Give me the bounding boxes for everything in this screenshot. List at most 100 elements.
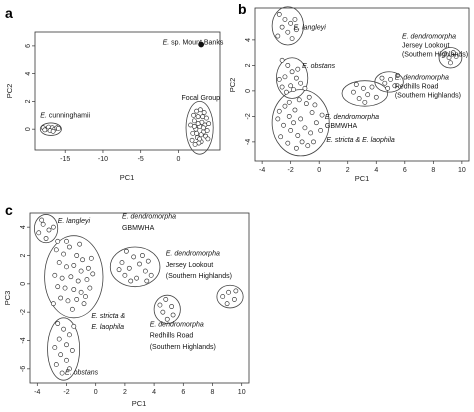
data-point-e-dendromorpha-gbmwha bbox=[126, 265, 132, 271]
data-point-e-obstans bbox=[64, 357, 69, 363]
data-point-focal-group bbox=[197, 107, 203, 113]
x-tick-label: -15 bbox=[60, 156, 70, 163]
group-label: (Southern Highlands) bbox=[166, 273, 232, 280]
data-point-e-langleyi bbox=[289, 36, 295, 41]
data-point-e-obstans bbox=[285, 62, 291, 68]
group-ellipse bbox=[39, 122, 62, 136]
data-point-e-stricta-e-laophila bbox=[84, 277, 90, 282]
data-point-e-dendromorpha-gbmwha bbox=[362, 99, 368, 105]
data-point-e-stricta-e-laophila bbox=[293, 145, 299, 151]
panel-c-y-axis-title: PC3 bbox=[3, 291, 12, 306]
y-tick-label: -4 bbox=[245, 139, 252, 145]
data-point-e-dendromorpha-gbmwha bbox=[116, 267, 122, 273]
data-point-e-dendromorpha-gbmwha bbox=[356, 96, 362, 101]
group-label: (Southern Highlands) bbox=[395, 92, 461, 99]
data-point-e-stricta-e-laophila bbox=[52, 272, 58, 278]
panel-a-points bbox=[40, 41, 212, 147]
y-tick-label: -4 bbox=[20, 337, 27, 343]
x-tick-label: 4 bbox=[374, 167, 378, 174]
data-point-e-obstans bbox=[59, 370, 65, 376]
x-tick-label: -2 bbox=[63, 389, 69, 396]
data-point-e-stricta-e-laophila bbox=[74, 253, 80, 258]
data-point-e-stricta-e-laophila bbox=[276, 108, 282, 114]
data-point-e-stricta-e-laophila bbox=[55, 238, 61, 244]
group-label: E. stricta & E. laophila bbox=[326, 137, 395, 144]
data-point-focal-group bbox=[191, 118, 197, 124]
group-label: E. dendromorpha bbox=[166, 251, 220, 258]
x-tick-label: -10 bbox=[98, 156, 108, 163]
data-point-e-stricta-e-laophila bbox=[282, 103, 288, 109]
y-tick-label: 0 bbox=[25, 127, 32, 131]
x-tick-label: -2 bbox=[288, 167, 294, 174]
data-point-e-stricta-e-laophila bbox=[69, 306, 75, 312]
y-tick-label: 2 bbox=[245, 63, 252, 67]
panel-c-y-ticks: -6 -4 -2 0 2 4 bbox=[20, 225, 30, 372]
group-label: GBMWHA bbox=[122, 225, 155, 232]
data-point-e-dendromorpha-gbmwha bbox=[123, 248, 129, 254]
x-tick-label: 6 bbox=[181, 389, 185, 396]
data-point-e-obstans bbox=[58, 352, 64, 358]
data-point-e-langleyi bbox=[275, 33, 281, 39]
x-tick-label: 4 bbox=[152, 389, 156, 396]
data-point-e-langleyi bbox=[40, 221, 46, 227]
data-point-e-dendromorpha-redhills-road bbox=[379, 75, 385, 81]
group-label: E. dendromorpha bbox=[122, 214, 176, 221]
data-point-e-obstans bbox=[67, 332, 72, 338]
data-point-e-langleyi bbox=[46, 227, 52, 233]
data-point-e-stricta-e-laophila bbox=[78, 289, 84, 295]
data-point-e-langleyi bbox=[282, 17, 288, 22]
data-point-e-stricta-e-laophila bbox=[312, 102, 318, 108]
data-point-e-obstans bbox=[71, 323, 77, 329]
data-point-e-obstans bbox=[291, 87, 296, 92]
data-point-e-obstans bbox=[64, 342, 69, 348]
data-point-e-stricta-e-laophila bbox=[74, 297, 80, 302]
data-point-focal-group bbox=[191, 112, 196, 118]
data-point-e-stricta-e-laophila bbox=[278, 134, 284, 140]
data-point-focal-group bbox=[200, 125, 206, 131]
data-point-e-stricta-e-laophila bbox=[302, 125, 308, 131]
data-point-focal-group bbox=[189, 137, 195, 143]
group-label: E. langleyi bbox=[58, 218, 91, 225]
data-point-e-langleyi bbox=[293, 27, 299, 33]
data-point-e-langleyi bbox=[50, 224, 56, 230]
data-point-e-dendromorpha-jersey-lookout bbox=[233, 288, 239, 294]
group-label: E. laophila bbox=[91, 324, 124, 331]
data-point-e-obstans bbox=[53, 362, 59, 367]
x-tick-label: -4 bbox=[34, 389, 40, 396]
data-point-e-langleyi bbox=[36, 230, 42, 236]
data-point-e-obstans bbox=[52, 345, 58, 350]
data-point-e-dendromorpha-redhills-road bbox=[164, 316, 170, 322]
panel-b: b -4 -2 0 2 4 6 8 10 -4 -2 0 2 4 E. langleyi E. obst… bbox=[228, 1, 470, 183]
data-point-e-obstans bbox=[302, 85, 308, 91]
data-point-e-obstans bbox=[279, 84, 285, 90]
data-point-e-dendromorpha-jersey-lookout bbox=[453, 54, 459, 59]
panel-a-y-ticks: 0 2 4 6 bbox=[25, 44, 35, 131]
data-point-e-stricta-e-laophila bbox=[306, 94, 312, 100]
panel-c-letter: c bbox=[5, 202, 13, 218]
data-point-e-cunninghamii bbox=[42, 127, 48, 133]
panel-a-ellipses bbox=[39, 101, 214, 155]
group-ellipse bbox=[341, 80, 389, 107]
data-point-focal-group bbox=[191, 124, 197, 129]
data-point-e-dendromorpha-jersey-lookout bbox=[226, 289, 231, 295]
data-point-e-dendromorpha-gbmwha bbox=[144, 278, 150, 284]
data-point-e-dendromorpha-gbmwha bbox=[119, 260, 125, 265]
data-point-e-dendromorpha-redhills-road bbox=[163, 297, 169, 302]
data-point-e-stricta-e-laophila bbox=[81, 301, 87, 307]
panel-b-ellipses bbox=[271, 6, 463, 157]
data-point-e-stricta-e-laophila bbox=[311, 139, 316, 145]
data-point-focal-group bbox=[205, 136, 211, 142]
group-ellipse bbox=[271, 6, 304, 46]
data-point-e-stricta-e-laophila bbox=[65, 298, 71, 304]
data-point-e-stricta-e-laophila bbox=[78, 268, 84, 274]
panel-c-annotations: E. langleyi E. dendromorpha GBMWHA E. dendr… bbox=[58, 214, 232, 377]
data-point-e-stricta-e-laophila bbox=[56, 260, 62, 265]
data-point-e-stricta-e-laophila bbox=[58, 295, 64, 301]
data-point-e-stricta-e-laophila bbox=[305, 143, 311, 149]
group-label: E. dendromorpha bbox=[402, 34, 456, 41]
y-tick-label: 2 bbox=[25, 99, 32, 103]
data-point-e-stricta-e-laophila bbox=[303, 101, 309, 107]
group-label: Redhills Road bbox=[395, 83, 439, 90]
x-tick-label: -4 bbox=[259, 167, 265, 174]
panel-b-plot-frame bbox=[254, 7, 470, 162]
